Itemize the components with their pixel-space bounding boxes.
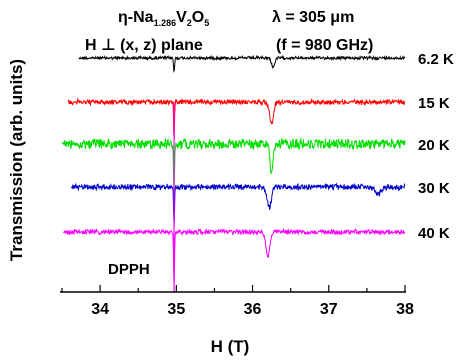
series-label-40k: 40 K <box>418 225 450 242</box>
series-label-20k: 20 K <box>418 137 450 154</box>
x-axis: 34 35 36 37 38 <box>60 285 414 318</box>
chart-title-right-line1: λ = 305 μm <box>272 9 354 26</box>
x-tick-label: 38 <box>396 301 414 318</box>
series-layer <box>61 54 406 292</box>
y-axis-label: Transmission (arb. units) <box>7 59 26 261</box>
series-labels: 6.2 K 15 K 20 K 30 K 40 K <box>418 51 454 242</box>
title-formula-sub1: 1.286 <box>154 18 177 28</box>
title-formula-sub3: 5 <box>204 18 209 28</box>
series-line-6.2k <box>78 54 406 73</box>
x-tick-label: 36 <box>244 301 262 318</box>
x-axis-label: H (T) <box>211 337 250 356</box>
series-line-15k <box>67 97 406 140</box>
chart-title-left-line1: η-Na1.286V2O5 <box>118 9 209 28</box>
dpph-annotation: DPPH <box>108 261 150 278</box>
series-label-30k: 30 K <box>418 180 450 197</box>
title-formula-v: V <box>176 9 187 26</box>
title-formula-prefix: η-Na <box>118 9 154 26</box>
series-line-20k <box>61 136 406 205</box>
series-label-6.2k: 6.2 K <box>418 51 454 68</box>
series-line-30k <box>71 182 406 228</box>
series-line-40k <box>63 227 406 287</box>
x-tick-label: 35 <box>167 301 185 318</box>
x-tick-label: 37 <box>320 301 338 318</box>
chart-title-left-line2: H ⊥ (x, z) plane <box>85 37 203 54</box>
title-formula-sub2: 2 <box>187 18 192 28</box>
x-tick-label: 34 <box>91 301 109 318</box>
chart-title-right-line2: (f = 980 GHz) <box>276 37 373 54</box>
series-label-15k: 15 K <box>418 95 450 112</box>
title-formula-o: O <box>192 9 204 26</box>
